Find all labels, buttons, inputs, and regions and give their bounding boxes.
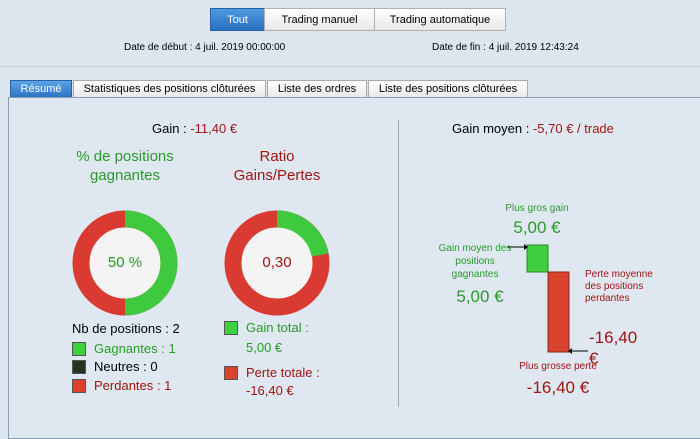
divider [398,120,399,407]
win-rate-value: 50 % [107,254,143,271]
donut-win [276,210,329,258]
donut-win [124,210,178,316]
avg-win-label: Gain moyen des positions gagnantes [438,243,512,280]
button[interactable]: Trading manuel [264,8,375,31]
ratio-title: Ratio Gains/Pertes [233,148,321,184]
legend-swatch [224,321,238,335]
average-gain: Gain moyen : -5,70 € / trade [452,121,614,136]
tab[interactable]: Liste des positions clôturées [368,80,528,98]
start-date: Date de début : 4 juil. 2019 00:00:00 [124,42,286,53]
max-loss-label: Plus grosse perte [519,361,597,372]
neutral: Neutres : 0 [94,359,158,374]
tab[interactable]: Liste des ordres [267,80,367,98]
max-gain-label: Plus gros gain [505,203,569,214]
separator [0,66,700,67]
gain: Gain : -11,40 € [152,121,237,136]
max-loss-value: -16,40 € [526,378,590,397]
button[interactable]: Trading automatique [374,8,506,31]
tab[interactable]: Statistiques des positions clôturées [73,80,266,98]
page: Tout Trading manuel Trading automatique … [0,8,700,439]
avg-loss-label: Perte moyenne des positions perdantes [585,269,653,304]
win-rate-title: % de positions gagnantes [76,148,174,184]
loss-total-value: -16,40 € [246,383,294,398]
loss-bar [547,271,570,353]
legend-swatch [72,342,86,356]
label: Gain moyen : [452,121,530,136]
win-donut [72,210,178,316]
max-gain-value: 5,00 € [513,218,561,237]
legend-swatch [72,360,86,374]
gain-total-value: 5,00 € [246,340,283,355]
avg-loss-value: -16,40 € [589,328,638,368]
gain-bar [526,244,549,273]
ratio-value: 0,30 [262,254,292,271]
losers: Perdantes : 1 [94,378,172,393]
value: -5,70 € / trade [532,121,614,136]
graphics [72,210,588,354]
legend-swatch [72,379,86,393]
legend-swatch [224,366,238,380]
loss-total-label: Perte totale : [246,365,320,380]
ratio-donut [224,210,330,316]
arrowhead [524,244,528,250]
tab[interactable]: Résumé [10,80,72,98]
value: -11,40 € [190,121,238,136]
arrowhead [568,348,572,354]
positions-total: Nb de positions : 2 [72,321,180,336]
label: Gain : [152,121,187,136]
avg-win-value: 5,00 € [456,287,504,306]
end-date: Date de fin : 4 juil. 2019 12:43:24 [432,42,579,53]
gain-total-label: Gain total : [246,320,309,335]
winners: Gagnantes : 1 [94,341,176,356]
